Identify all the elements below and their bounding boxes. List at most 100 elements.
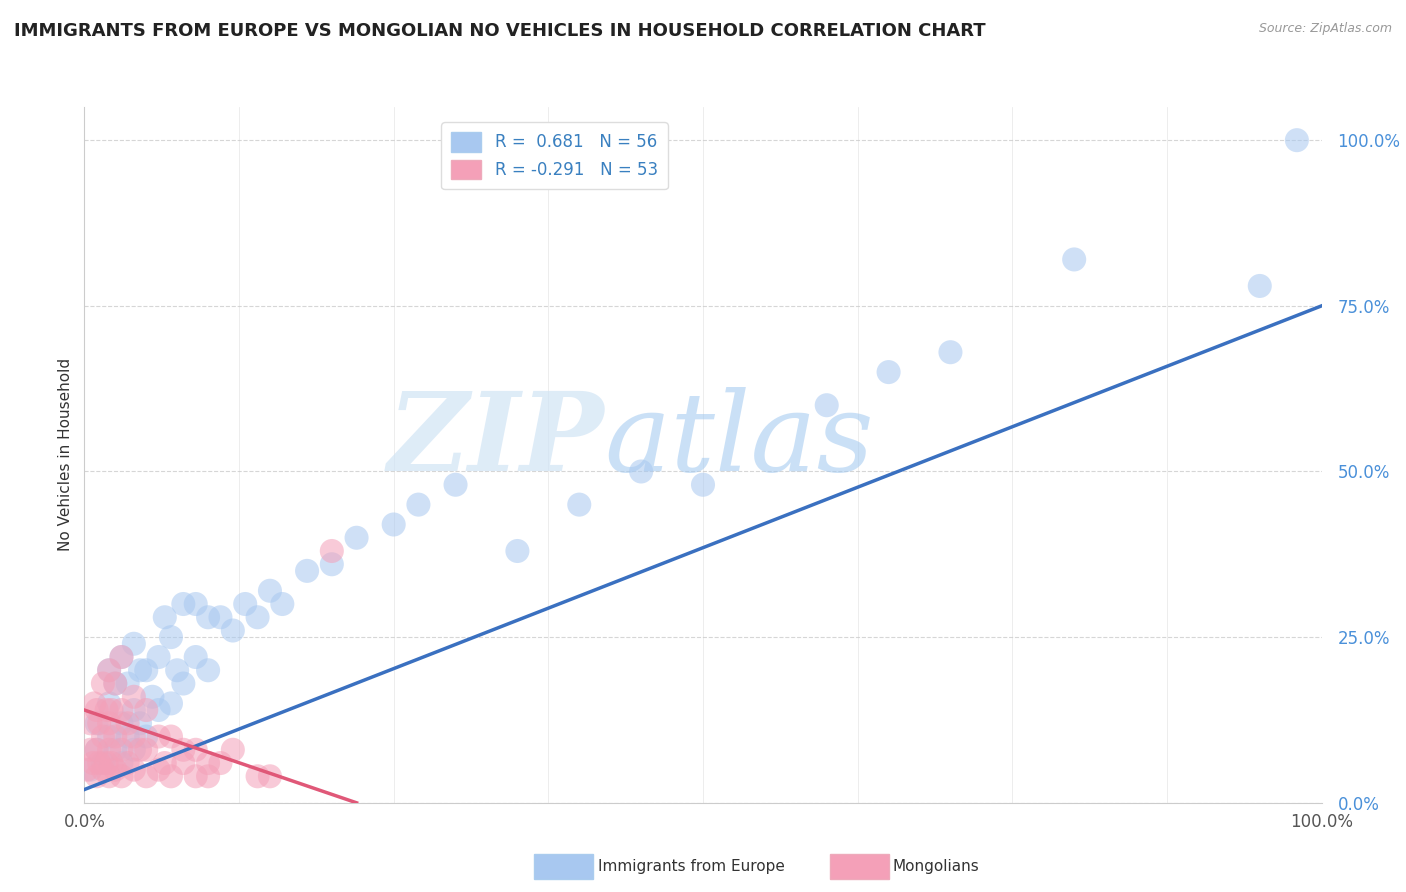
- Point: [122, 730, 145, 744]
- Point: [172, 597, 194, 611]
- Point: [197, 663, 219, 677]
- Point: [939, 345, 962, 359]
- Point: [444, 477, 467, 491]
- Point: [1249, 279, 1271, 293]
- Point: [160, 697, 183, 711]
- Point: [295, 564, 318, 578]
- Point: [135, 663, 157, 677]
- Point: [135, 730, 157, 744]
- Point: [148, 650, 170, 665]
- Point: [630, 465, 652, 479]
- Point: [86, 743, 108, 757]
- Point: [321, 558, 343, 572]
- Point: [91, 730, 114, 744]
- Point: [148, 763, 170, 777]
- Point: [135, 769, 157, 783]
- Point: [153, 610, 176, 624]
- Point: [382, 517, 405, 532]
- Point: [110, 716, 132, 731]
- Point: [104, 730, 127, 744]
- Point: [506, 544, 529, 558]
- Point: [98, 716, 121, 731]
- Point: [96, 756, 118, 770]
- Point: [110, 743, 132, 757]
- Point: [246, 610, 269, 624]
- Point: [135, 743, 157, 757]
- Point: [110, 756, 132, 770]
- Point: [346, 531, 368, 545]
- Point: [98, 663, 121, 677]
- Point: [259, 769, 281, 783]
- Point: [172, 756, 194, 770]
- Text: atlas: atlas: [605, 387, 873, 495]
- Legend: R =  0.681   N = 56, R = -0.291   N = 53: R = 0.681 N = 56, R = -0.291 N = 53: [441, 122, 668, 189]
- Point: [100, 703, 122, 717]
- Point: [98, 663, 121, 677]
- Point: [89, 716, 111, 731]
- Point: [408, 498, 430, 512]
- Point: [271, 597, 294, 611]
- Text: Source: ZipAtlas.com: Source: ZipAtlas.com: [1258, 22, 1392, 36]
- Point: [184, 597, 207, 611]
- Point: [117, 716, 139, 731]
- Point: [86, 716, 108, 731]
- Point: [222, 743, 245, 757]
- Point: [98, 743, 121, 757]
- Point: [122, 703, 145, 717]
- Point: [110, 703, 132, 717]
- Point: [568, 498, 591, 512]
- Point: [160, 730, 183, 744]
- Point: [82, 756, 104, 770]
- Point: [91, 676, 114, 690]
- Point: [233, 597, 256, 611]
- Point: [104, 676, 127, 690]
- Point: [104, 743, 127, 757]
- Point: [166, 663, 188, 677]
- Point: [86, 703, 108, 717]
- Point: [104, 763, 127, 777]
- Point: [246, 769, 269, 783]
- Point: [98, 730, 121, 744]
- Point: [89, 756, 111, 770]
- Point: [153, 756, 176, 770]
- Point: [148, 703, 170, 717]
- Point: [100, 756, 122, 770]
- Point: [83, 697, 105, 711]
- Point: [160, 630, 183, 644]
- Point: [321, 544, 343, 558]
- Point: [692, 477, 714, 491]
- Point: [184, 769, 207, 783]
- Point: [79, 716, 101, 731]
- Point: [76, 763, 98, 777]
- Point: [129, 743, 152, 757]
- Point: [117, 676, 139, 690]
- Point: [79, 743, 101, 757]
- Point: [172, 743, 194, 757]
- Point: [117, 730, 139, 744]
- Text: IMMIGRANTS FROM EUROPE VS MONGOLIAN NO VEHICLES IN HOUSEHOLD CORRELATION CHART: IMMIGRANTS FROM EUROPE VS MONGOLIAN NO V…: [14, 22, 986, 40]
- Point: [129, 716, 152, 731]
- Text: ZIP: ZIP: [388, 387, 605, 495]
- Point: [98, 769, 121, 783]
- Point: [197, 756, 219, 770]
- Point: [222, 624, 245, 638]
- Point: [86, 743, 108, 757]
- Point: [259, 583, 281, 598]
- Point: [110, 769, 132, 783]
- Point: [122, 637, 145, 651]
- Point: [79, 763, 101, 777]
- Point: [877, 365, 900, 379]
- Text: Immigrants from Europe: Immigrants from Europe: [598, 859, 785, 873]
- Point: [98, 697, 121, 711]
- Text: Mongolians: Mongolians: [893, 859, 980, 873]
- Point: [197, 769, 219, 783]
- Point: [141, 690, 163, 704]
- Point: [148, 730, 170, 744]
- Point: [122, 763, 145, 777]
- Point: [122, 690, 145, 704]
- Point: [104, 676, 127, 690]
- Point: [209, 610, 232, 624]
- Point: [122, 743, 145, 757]
- Y-axis label: No Vehicles in Household: No Vehicles in Household: [58, 359, 73, 551]
- Point: [96, 703, 118, 717]
